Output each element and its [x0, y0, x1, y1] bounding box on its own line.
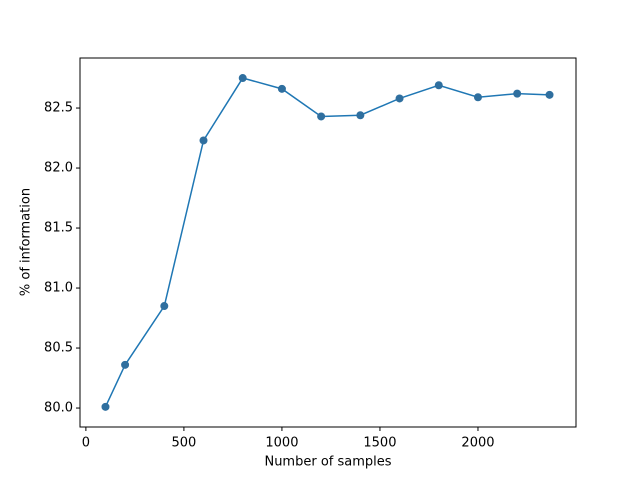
y-tick-label: 81.5	[44, 221, 73, 236]
point	[545, 90, 554, 99]
point	[473, 93, 482, 102]
point	[395, 94, 404, 103]
point	[199, 136, 208, 145]
x-tick-label: 500	[171, 436, 196, 451]
plot-frame	[79, 57, 577, 428]
y-axis-label: % of information	[19, 188, 34, 296]
point	[121, 360, 130, 369]
y-tick-label: 80.0	[44, 401, 73, 416]
x-tick-label: 1500	[363, 436, 396, 451]
point	[513, 89, 522, 98]
x-tick-label: 1000	[265, 436, 298, 451]
y-tick-label: 80.5	[44, 341, 73, 356]
point	[160, 302, 169, 311]
point	[101, 402, 110, 411]
point	[317, 112, 326, 121]
x-axis-label: Number of samples	[264, 455, 391, 470]
series-line	[104, 77, 550, 408]
y-tick-label: 82.0	[44, 161, 73, 176]
y-tick-label: 81.0	[44, 281, 73, 296]
x-tick-label: 2000	[461, 436, 494, 451]
x-tick-label: 0	[82, 436, 90, 451]
point	[356, 111, 365, 120]
y-tick-label: 82.5	[44, 101, 73, 116]
point	[238, 74, 247, 83]
point	[434, 81, 443, 90]
point	[277, 84, 286, 93]
